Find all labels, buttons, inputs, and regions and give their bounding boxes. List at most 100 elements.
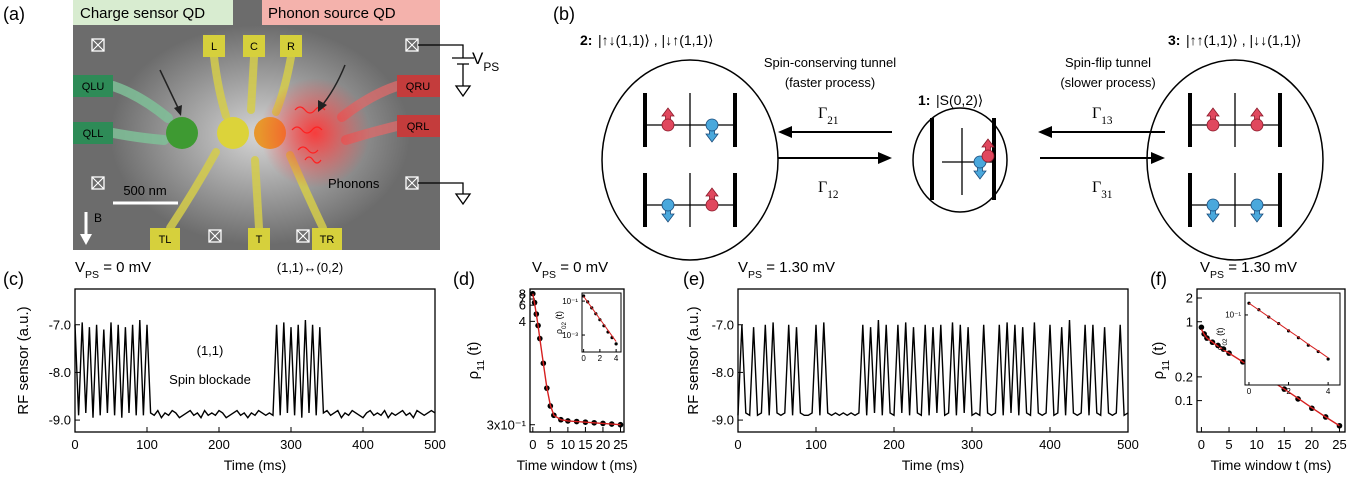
gate-pad — [280, 35, 302, 57]
state-ellipse — [1146, 59, 1324, 261]
x-tick-label: 100 — [805, 437, 827, 452]
state-label: |↑↓(1,1)⟩ , |↓↑(1,1)⟩ — [598, 32, 713, 48]
phonon-waves — [291, 106, 326, 164]
field-arrow-head — [80, 234, 92, 245]
bias-circuit — [418, 44, 474, 206]
label: Phonon source QD — [268, 5, 396, 22]
spin-up — [705, 187, 719, 212]
subscript: 13 — [1101, 115, 1113, 127]
rate: Γ13 — [1092, 105, 1113, 127]
spin-up — [1250, 107, 1264, 132]
bias-label: VPS — [472, 49, 499, 74]
x-tick-label: 300 — [961, 437, 983, 452]
text-part: Γ — [818, 105, 827, 122]
ground — [418, 182, 472, 206]
double-dot — [1188, 171, 1282, 229]
x-tick-label: 200 — [883, 437, 905, 452]
x-axis-label: Time (ms) — [224, 457, 286, 473]
x-tick-label: 5 — [547, 437, 554, 452]
label: Charge sensor QD — [80, 5, 205, 22]
x-tick-label: 25 — [1332, 437, 1346, 452]
state-label: |S(0,2)⟩ — [936, 92, 983, 108]
x-axis-label: Time window t (ms) — [1211, 457, 1332, 473]
x-tick-label: 0 — [581, 354, 586, 363]
state-number: 3: — [1168, 32, 1180, 48]
chart-title: VPS = 1.30 mV — [738, 259, 835, 281]
rate: Γ12 — [818, 179, 838, 201]
y-tick-label: 10⁻³ — [562, 331, 578, 340]
data-line — [74, 319, 436, 420]
field-label: B — [94, 211, 102, 225]
x-tick-label: 15 — [578, 437, 592, 452]
phonon-glow — [260, 78, 370, 188]
y-tick-label: 10⁻¹ — [562, 297, 578, 306]
pointer-head — [174, 105, 182, 116]
pointer — [159, 69, 181, 113]
gate-pad — [248, 228, 270, 250]
spin-down — [705, 118, 719, 143]
gate-label: R — [287, 41, 295, 53]
y-tick-label: 1 — [1186, 314, 1193, 329]
y-tick-label: -8.0 — [49, 365, 71, 380]
y-axis-label: ρ11 (t) — [1150, 342, 1172, 380]
data-line — [532, 293, 621, 426]
state-ellipse — [912, 107, 1008, 213]
state-number: 1: — [918, 92, 930, 108]
text-part: = 1.30 mV — [1224, 259, 1297, 276]
data-point — [530, 290, 536, 297]
x-tick-label: 0 — [71, 437, 78, 452]
text-part: V — [1200, 259, 1210, 276]
x-tick-label: 10 — [561, 437, 575, 452]
pointer-head — [318, 100, 327, 112]
state-label: |↑↑(1,1)⟩ , |↓↓(1,1)⟩ — [1186, 32, 1301, 48]
y-axis-label: ρ11 (t) — [465, 342, 487, 380]
process-label: Spin-conserving tunnel — [764, 55, 896, 70]
subscript: PS — [483, 60, 499, 74]
y-tick-label: -9.0 — [712, 413, 734, 428]
subscript: 31 — [1101, 189, 1112, 201]
scale-label: 500 nm — [123, 183, 166, 198]
spin-down — [661, 198, 675, 223]
data-point — [617, 421, 624, 428]
text-part: ρ — [1215, 345, 1225, 350]
label-box — [262, 0, 440, 25]
plot-frame — [74, 288, 436, 433]
panel-label: (a) — [3, 4, 25, 24]
text-part: V — [75, 259, 85, 276]
subscript: 21 — [827, 115, 838, 127]
wave — [291, 126, 323, 134]
state-ellipse — [601, 59, 779, 261]
gate-label: TR — [320, 234, 335, 246]
chart-title: VPS = 0 mV — [532, 259, 608, 281]
annotation: (1,1) — [197, 343, 224, 358]
text-part: Γ — [818, 179, 827, 196]
x-tick-label: 25 — [613, 437, 627, 452]
spin-up — [1206, 107, 1220, 132]
gate — [108, 128, 169, 145]
x-tick-label: 500 — [1117, 437, 1139, 452]
y-tick-label: 7 — [519, 292, 526, 307]
subscript: 11 — [1160, 360, 1172, 371]
y-axis-label: ρ02 (t) — [554, 311, 568, 334]
y-tick-label: 6 — [519, 298, 526, 313]
gate — [251, 156, 263, 232]
gate-label: L — [211, 41, 217, 53]
inset-frame — [1244, 292, 1341, 386]
process-label: Spin-flip tunnel — [1065, 55, 1151, 70]
x-axis-label: Time (ms) — [902, 457, 964, 473]
process-note: (slower process) — [1060, 75, 1155, 90]
text-part: Γ — [1092, 105, 1101, 122]
battery — [418, 44, 474, 98]
subscript: 11 — [475, 360, 487, 371]
text-part: = 1.30 mV — [762, 259, 835, 276]
annotation: (1,1)↔(0,2) — [277, 260, 343, 275]
x-tick-label: 0 — [1247, 387, 1252, 396]
arrows — [778, 131, 1165, 159]
gate-pad — [150, 228, 180, 250]
gate-label: QRU — [406, 81, 431, 93]
text-part: ρ — [1150, 371, 1167, 380]
chart-title: VPS = 1.30 mV — [1200, 259, 1297, 281]
label-box — [73, 0, 233, 25]
gate — [108, 81, 173, 123]
gate-pad — [312, 228, 342, 250]
